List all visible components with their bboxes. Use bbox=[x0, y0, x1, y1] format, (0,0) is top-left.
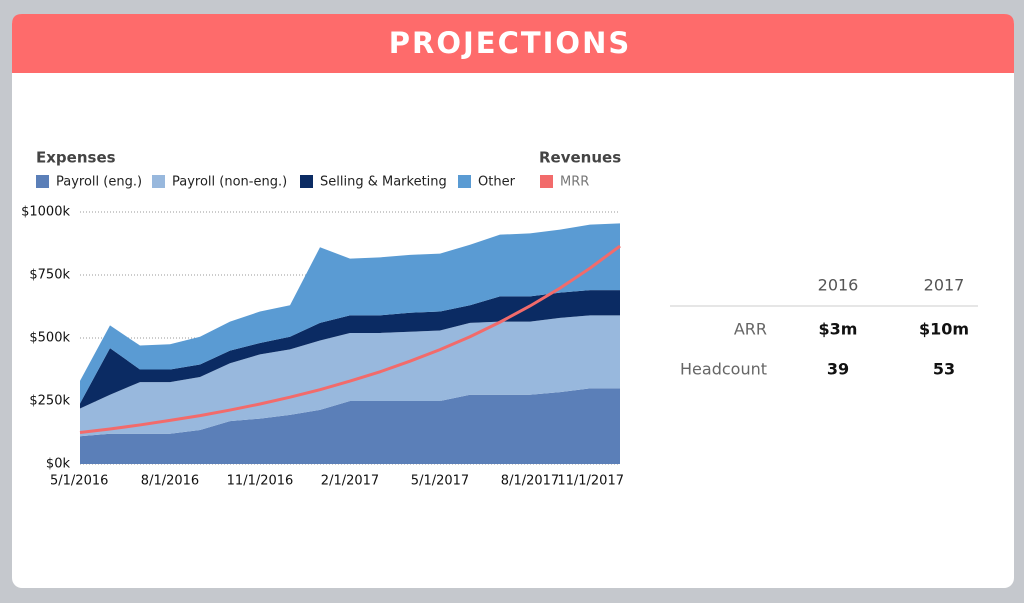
x-tick-label: 11/1/2017 bbox=[557, 474, 624, 489]
area bbox=[80, 290, 620, 409]
y-tick-label: $750k bbox=[29, 268, 70, 283]
legend-swatch bbox=[152, 175, 165, 188]
legend-swatch bbox=[36, 175, 49, 188]
table-cell: $3m bbox=[819, 320, 858, 339]
area bbox=[80, 388, 620, 464]
row-label: ARR bbox=[734, 320, 767, 339]
y-tick-label: $1000k bbox=[21, 205, 70, 220]
x-tick-label: 8/1/2017 bbox=[501, 474, 559, 489]
legend-label: Other bbox=[478, 175, 516, 190]
legend-group: Expenses bbox=[36, 149, 116, 167]
legend-group: Revenues bbox=[539, 149, 621, 167]
line bbox=[79, 244, 621, 434]
x-tick-label: 8/1/2016 bbox=[141, 474, 199, 489]
legend-label: MRR bbox=[560, 175, 589, 190]
header-bar bbox=[12, 14, 1014, 73]
table-cell: 39 bbox=[827, 360, 849, 379]
row-label: Headcount bbox=[680, 360, 767, 379]
title: PROJECTIONS bbox=[389, 26, 632, 60]
legend-label: Selling & Marketing bbox=[320, 175, 447, 190]
area bbox=[80, 315, 620, 437]
y-tick-label: $0k bbox=[46, 457, 71, 472]
table-header: 2017 bbox=[924, 276, 965, 295]
table-cell: 53 bbox=[933, 360, 955, 379]
x-tick-label: 5/1/2017 bbox=[411, 474, 469, 489]
legend-label: Payroll (non-eng.) bbox=[172, 175, 287, 190]
x-tick-label: 2/1/2017 bbox=[321, 474, 379, 489]
y-tick-label: $500k bbox=[29, 331, 70, 346]
y-tick-label: $250k bbox=[29, 394, 70, 409]
table-header: 2016 bbox=[818, 276, 859, 295]
legend-label: Payroll (eng.) bbox=[56, 175, 142, 190]
legend-swatch bbox=[458, 175, 471, 188]
table-cell: $10m bbox=[919, 320, 969, 339]
x-tick-label: 11/1/2016 bbox=[227, 474, 294, 489]
legend-swatch bbox=[540, 175, 553, 188]
legend-swatch bbox=[300, 175, 313, 188]
area bbox=[80, 223, 620, 404]
x-tick-label: 5/1/2016 bbox=[50, 474, 108, 489]
